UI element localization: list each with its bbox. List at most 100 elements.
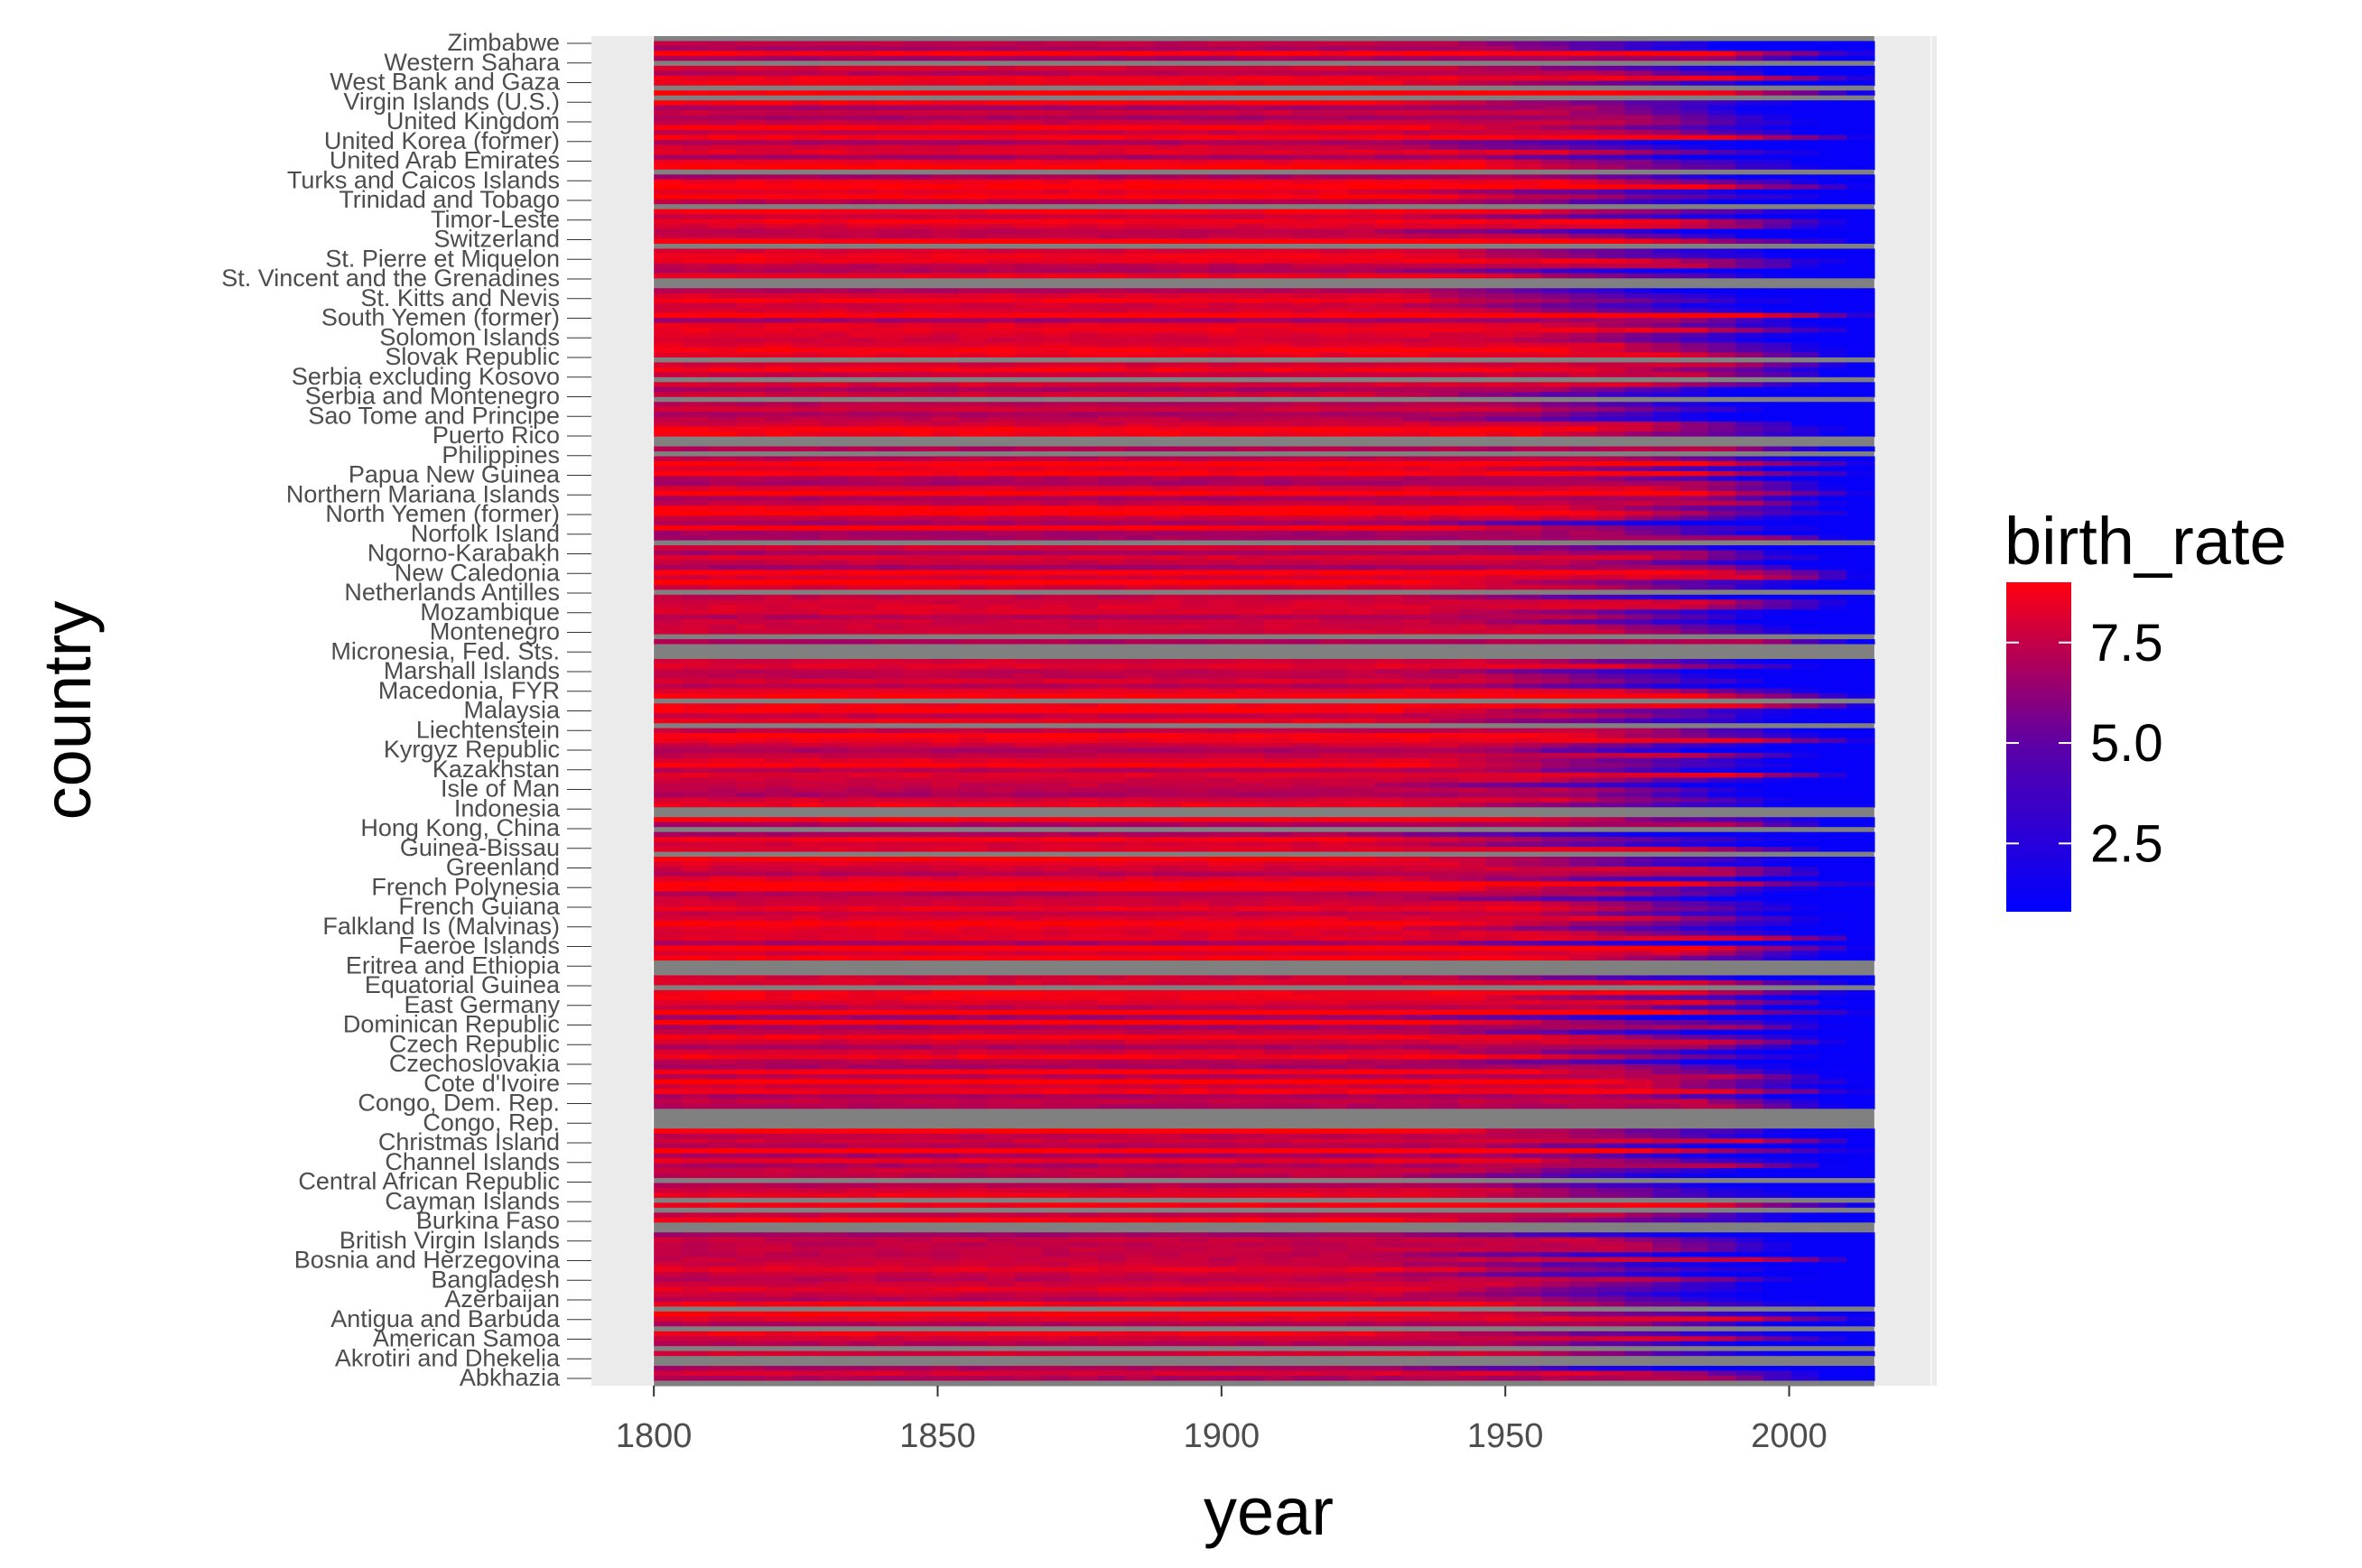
heatmap-tile (1652, 515, 1681, 522)
heatmap-tile (737, 386, 766, 393)
heatmap-tile (1652, 70, 1681, 77)
heatmap-tile (1180, 564, 1210, 571)
heatmap-tile (1153, 604, 1182, 610)
heatmap-tile (1707, 338, 1736, 344)
heatmap-tile (1846, 174, 1875, 181)
heatmap-tile (1402, 619, 1432, 626)
heatmap-tile (1153, 288, 1182, 294)
heatmap-tile (709, 209, 739, 215)
heatmap-tile (848, 456, 877, 462)
heatmap-tile (765, 500, 794, 506)
heatmap-tile (986, 609, 1016, 616)
heatmap-tile (1208, 470, 1237, 477)
heatmap-tile (820, 392, 849, 398)
heatmap-tile (1846, 659, 1875, 665)
heatmap-tile (1541, 90, 1570, 97)
heatmap-tile (959, 520, 988, 526)
heatmap-tile (1347, 570, 1376, 576)
heatmap-tile (654, 500, 683, 506)
heatmap-tile (820, 149, 849, 156)
heatmap-tile (903, 110, 933, 116)
heatmap-tile (709, 140, 739, 146)
heatmap-tile (1458, 530, 1487, 536)
heatmap-tile (903, 584, 933, 590)
heatmap-tile (875, 248, 905, 255)
heatmap-tile (1707, 298, 1736, 304)
heatmap-tile (986, 510, 1016, 516)
heatmap-row-missing (654, 60, 1874, 67)
heatmap-tile (1097, 406, 1127, 413)
heatmap-row (654, 614, 1875, 620)
heatmap-tile (820, 70, 849, 77)
heatmap-tile (1596, 574, 1626, 580)
heatmap-tile (820, 125, 849, 131)
heatmap-tile (681, 629, 711, 636)
heatmap-tile (737, 392, 766, 398)
heatmap-tile (1846, 189, 1875, 195)
heatmap-tile (1624, 328, 1653, 334)
heatmap-tile (903, 550, 933, 556)
heatmap-tile (1180, 470, 1210, 477)
heatmap-tile (737, 663, 766, 670)
heatmap-tile (1568, 431, 1598, 438)
heatmap-tile (1818, 263, 1847, 269)
heatmap-tile (1180, 678, 1210, 684)
heatmap-tile (709, 619, 739, 626)
heatmap-tile (1264, 338, 1293, 344)
heatmap-tile (1596, 486, 1626, 492)
heatmap-tile (1513, 560, 1542, 566)
heatmap-tile (1430, 338, 1459, 344)
heatmap-tile (737, 189, 766, 195)
heatmap-tile (1374, 110, 1404, 116)
heatmap-tile (1319, 348, 1348, 354)
heatmap-tile (1762, 263, 1792, 269)
heatmap-tile (1624, 308, 1653, 314)
heatmap-tile (1513, 312, 1542, 319)
heatmap-tile (1846, 574, 1875, 580)
heatmap-tile (1402, 580, 1432, 586)
heatmap-tile (1596, 194, 1626, 200)
heatmap-tile (1846, 490, 1875, 496)
heatmap-tile (1707, 426, 1736, 432)
heatmap-tile (1679, 412, 1709, 418)
heatmap-tile (792, 570, 822, 576)
heatmap-tile (1208, 500, 1237, 506)
heatmap-tile (1846, 288, 1875, 294)
heatmap-tile (1402, 574, 1432, 580)
heatmap-tile (903, 510, 933, 516)
heatmap-tile (1236, 90, 1265, 97)
heatmap-tile (1069, 154, 1099, 161)
heatmap-tile (1180, 406, 1210, 413)
heatmap-tile (1097, 100, 1127, 107)
heatmap-tile (986, 624, 1016, 630)
heatmap-tile (709, 470, 739, 477)
heatmap-tile (709, 550, 739, 556)
heatmap-tile (1236, 426, 1265, 432)
heatmap-tile (792, 268, 822, 274)
heatmap-tile (1014, 545, 1043, 552)
heatmap-tile (1042, 234, 1071, 240)
heatmap-tile (1541, 446, 1570, 452)
heatmap-tile (1069, 115, 1099, 121)
heatmap-tile (848, 253, 877, 260)
heatmap-tile (903, 392, 933, 398)
heatmap-tile (986, 372, 1016, 378)
heatmap-tile (1596, 412, 1626, 418)
heatmap-tile (986, 110, 1016, 116)
heatmap-tile (1264, 308, 1293, 314)
heatmap-tile (681, 678, 711, 684)
heatmap-tile (1291, 209, 1321, 215)
heatmap-tile (959, 258, 988, 264)
heatmap-tile (1069, 263, 1099, 269)
heatmap-tile (1762, 45, 1792, 52)
heatmap-tile (1347, 506, 1376, 512)
heatmap-row (654, 376, 1874, 383)
heatmap-tile (1319, 416, 1348, 422)
heatmap-tile (1762, 338, 1792, 344)
heatmap-tile (1430, 189, 1459, 195)
heatmap-tile (1319, 164, 1348, 171)
heatmap-tile (1735, 51, 1764, 57)
heatmap-tile (1014, 470, 1043, 477)
heatmap-tile (1652, 614, 1681, 620)
heatmap-tile (792, 476, 822, 482)
